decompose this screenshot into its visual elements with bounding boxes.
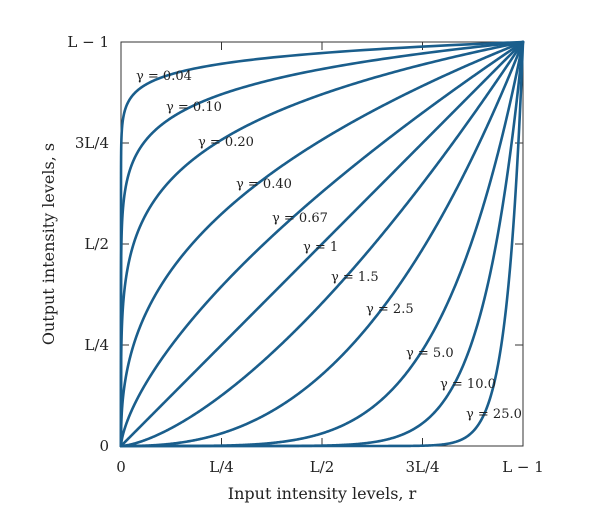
curve-label-gamma-10: γ = 10.0	[440, 377, 496, 392]
y-axis-title: Output intensity levels, s	[39, 143, 58, 345]
curve-gamma-2-5	[119, 40, 525, 448]
gamma-curves	[119, 40, 525, 448]
y-tick-label: L/4	[84, 336, 109, 354]
curve-label-gamma-1-5: γ = 1.5	[331, 270, 379, 285]
gamma-curve-labels: γ = 0.04 γ = 0.10 γ = 0.20 γ = 0.40 γ = 0.67…	[136, 69, 522, 422]
y-tick-label: 0	[99, 437, 109, 455]
x-tick-label: L/4	[209, 458, 234, 476]
x-tick-label: L − 1	[502, 458, 544, 476]
y-tick-label: 3L/4	[75, 134, 109, 152]
curve-gamma-0-67	[119, 40, 525, 448]
x-tick-label: 0	[116, 458, 126, 476]
curve-label-gamma-25: γ = 25.0	[466, 407, 522, 422]
curve-label-gamma-0-2: γ = 0.20	[198, 135, 254, 150]
curve-gamma-1-5	[119, 40, 525, 448]
curve-label-gamma-2-5: γ = 2.5	[366, 302, 414, 317]
y-tick-label: L − 1	[67, 33, 109, 51]
curve-label-gamma-0-1: γ = 0.10	[166, 100, 222, 115]
curve-label-gamma-5: γ = 5.0	[406, 346, 454, 361]
curve-label-gamma-0-04: γ = 0.04	[136, 69, 192, 84]
x-tick-label: 3L/4	[405, 458, 439, 476]
x-axis-title: Input intensity levels, r	[228, 484, 417, 503]
y-tick-label: L/2	[84, 235, 109, 253]
curve-label-gamma-1: γ = 1	[303, 240, 338, 255]
curve-label-gamma-0-4: γ = 0.40	[236, 177, 292, 192]
y-tick-labels: 0 L/4 L/2 3L/4 L − 1	[67, 33, 109, 455]
curve-gamma-0-2	[119, 40, 525, 448]
curve-gamma-0-4	[119, 40, 525, 448]
curve-gamma-25	[119, 40, 525, 448]
curve-label-gamma-0-67: γ = 0.67	[272, 211, 328, 226]
x-tick-label: L/2	[310, 458, 335, 476]
x-tick-labels: 0 L/4 L/2 3L/4 L − 1	[116, 458, 544, 476]
curve-gamma-1	[119, 40, 525, 448]
